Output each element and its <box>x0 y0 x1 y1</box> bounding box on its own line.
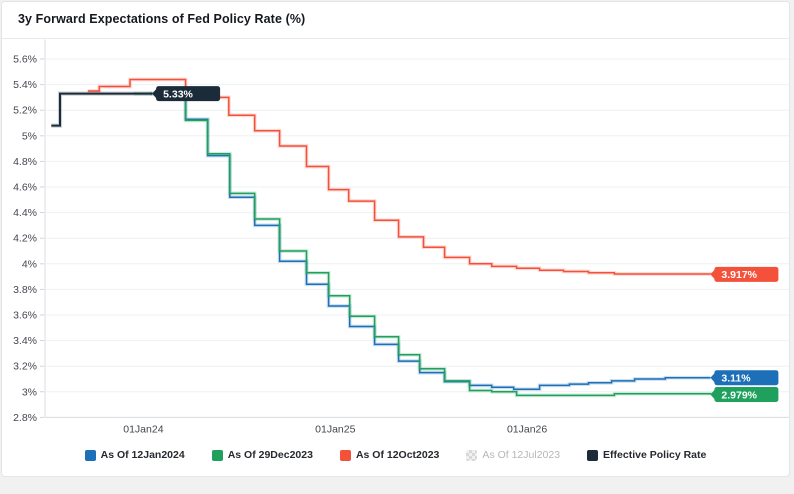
y-tick-label: 3.6% <box>13 310 37 322</box>
legend-item-as-of-29dec2023[interactable]: As Of 29Dec2023 <box>211 449 313 461</box>
y-tick-label: 2.8% <box>13 412 37 424</box>
y-tick-label: 3.8% <box>13 284 37 296</box>
end-label-box <box>714 266 779 282</box>
series-as-of-12oct2023 <box>87 77 713 276</box>
plot-border <box>44 39 789 418</box>
legend-label: Effective Policy Rate <box>603 449 707 461</box>
legend-label: As Of 12Jan2024 <box>100 449 185 461</box>
x-tick-label: 01Jan25 <box>315 423 355 435</box>
series-as-of-12jan2024 <box>150 91 711 392</box>
y-tick-label: 4.8% <box>13 156 37 168</box>
end-label-value: 5.33% <box>163 88 193 100</box>
chart-card: 3y Forward Expectations of Fed Policy Ra… <box>1 1 790 477</box>
legend-swatch <box>466 449 478 461</box>
end-label-value: 3.11% <box>721 373 751 385</box>
legend-swatch <box>339 449 351 461</box>
end-label-value: 2.979% <box>721 389 757 401</box>
y-tick-label: 5.6% <box>13 54 37 66</box>
legend-swatch <box>587 449 599 461</box>
end-label-arrow <box>152 88 158 100</box>
end-label-as-of-12oct2023: 3.917% <box>710 266 779 282</box>
series-line <box>133 92 712 397</box>
end-label-box <box>714 370 779 386</box>
y-tick-label: 4.4% <box>13 207 37 219</box>
y-tick-label: 5.2% <box>13 105 37 117</box>
x-tick-label: 01Jan24 <box>123 423 163 435</box>
y-tick-label: 3.4% <box>13 335 37 347</box>
series-effective-policy-rate <box>51 91 153 128</box>
y-tick-label: 3% <box>22 386 37 398</box>
end-label-as-of-12jan2024: 3.11% <box>710 370 779 386</box>
series-halo <box>87 77 713 276</box>
end-label-box <box>714 387 779 402</box>
y-tick-label: 4.6% <box>13 182 37 194</box>
end-label-box <box>156 86 221 102</box>
y-tick-label: 5% <box>22 130 37 142</box>
x-tick-label: 01Jan26 <box>507 423 547 435</box>
end-label-arrow <box>710 389 716 400</box>
series-line <box>150 92 711 390</box>
end-label-arrow <box>710 372 716 384</box>
x-axis-labels: 01Jan24 01Jan25 01Jan26 <box>123 423 547 435</box>
series-halo <box>51 91 153 128</box>
y-axis-labels: 5.6% 5.4% 5.2% 5% 4.8% 4.6% 4.4% 4.2% 4% 3.8% 3.6%… <box>13 54 37 424</box>
y-tick-label: 5.4% <box>13 79 37 91</box>
legend-swatch <box>211 449 223 461</box>
legend-label: As Of 12Oct2023 <box>355 449 440 461</box>
series-as-of-29dec2023 <box>133 91 713 398</box>
series-halo <box>150 91 711 392</box>
plot-area[interactable]: 5.6% 5.4% 5.2% 5% 4.8% 4.6% 4.4% 4.2% 4% 3.8% 3.6%… <box>2 2 789 476</box>
legend-item-effective-policy-rate[interactable]: Effective Policy Rate <box>587 449 706 461</box>
end-label-arrow <box>710 268 716 280</box>
series-line <box>51 92 153 127</box>
y-tick-label: 4.2% <box>13 233 37 245</box>
series-line <box>87 78 712 275</box>
legend-swatch <box>84 449 96 461</box>
chart-title: 3y Forward Expectations of Fed Policy Ra… <box>18 12 306 26</box>
legend-label: As Of 29Dec2023 <box>227 449 313 461</box>
y-tick-label: 4% <box>22 258 37 270</box>
chart-svg: 5.6% 5.4% 5.2% 5% 4.8% 4.6% 4.4% 4.2% 4% 3.8% 3.6%… <box>13 39 789 435</box>
legend-item-as-of-12jul2023[interactable]: As Of 12Jul2023 <box>466 449 560 461</box>
end-label-as-of-29dec2023: 2.979% <box>710 387 779 402</box>
legend-item-as-of-12jan2024[interactable]: As Of 12Jan2024 <box>84 449 185 461</box>
legend: As Of 12Jan2024 As Of 29Dec2023 As Of 12Oc… <box>2 444 789 466</box>
legend-label: As Of 12Jul2023 <box>482 449 561 461</box>
y-tick-label: 3.2% <box>13 361 37 373</box>
end-label-value: 3.917% <box>721 269 757 281</box>
chart-header: 3y Forward Expectations of Fed Policy Ra… <box>2 2 789 39</box>
legend-item-as-of-12oct2023[interactable]: As Of 12Oct2023 <box>339 449 440 461</box>
end-label-effective-policy-rate: 5.33% <box>152 86 221 102</box>
